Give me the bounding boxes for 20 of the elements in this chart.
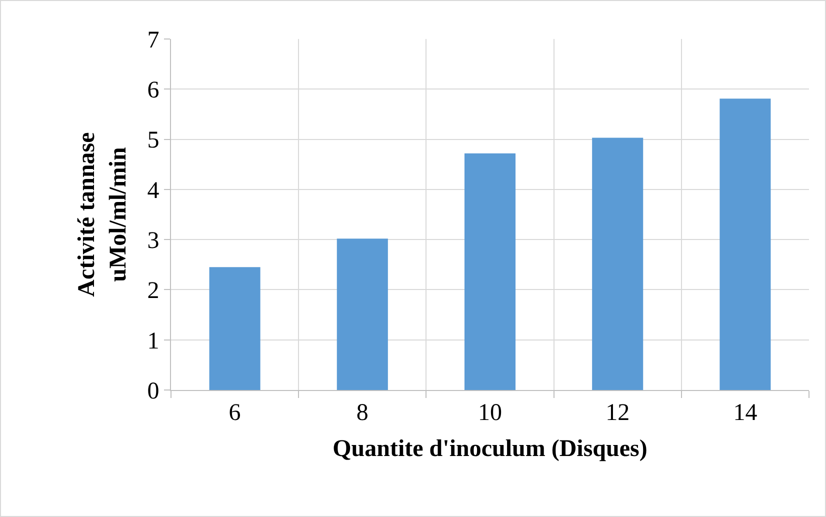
y-tick-label: 3	[147, 228, 160, 254]
y-tick-label: 6	[147, 78, 160, 104]
bar	[209, 267, 260, 390]
x-tick-label: 12	[606, 400, 630, 426]
bar	[720, 98, 771, 390]
y-tick-label: 5	[147, 128, 160, 154]
x-tick-label: 6	[228, 400, 241, 426]
y-axis-title: Activité tannase uMol/ml/min	[74, 132, 132, 297]
bar	[464, 153, 516, 390]
x-tick-label: 8	[356, 400, 368, 426]
x-axis-title: Quantite d'inoculum (Disques)	[332, 436, 648, 462]
y-tick-label: 2	[147, 278, 160, 304]
y-tick-label: 4	[147, 178, 160, 204]
bar	[336, 238, 388, 390]
x-tick-label: 14	[733, 400, 758, 426]
y-tick-label: 0	[147, 378, 160, 404]
y-tick-label: 1	[147, 328, 160, 354]
x-tick-label: 10	[478, 400, 502, 426]
bar	[592, 138, 644, 390]
y-tick-label: 7	[147, 27, 160, 54]
